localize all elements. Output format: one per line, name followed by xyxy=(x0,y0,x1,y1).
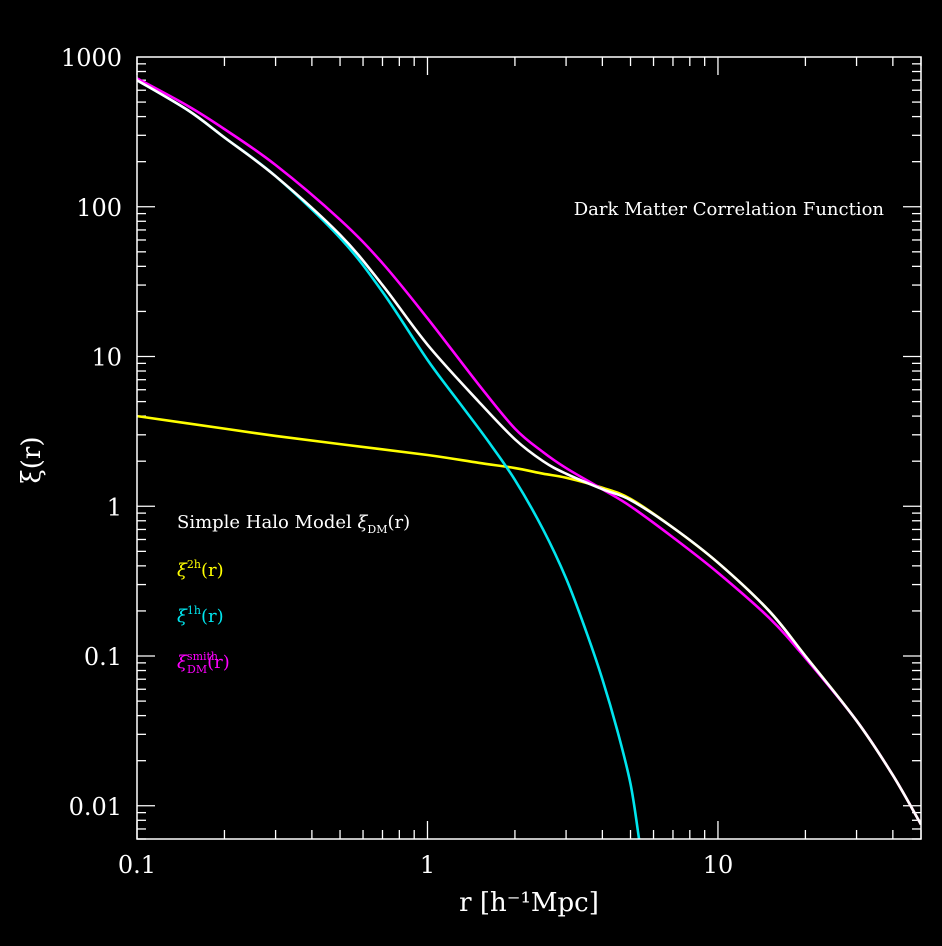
tick-labels: 0.1 1 10 1000 100 10 1 0.1 0.01 xyxy=(61,44,733,879)
legend-symbol: ξ xyxy=(177,560,188,581)
chart-annotation: Dark Matter Correlation Function xyxy=(574,199,885,220)
legend: Simple Halo Model ξDM(r)ξ2h(r)ξ1h(r)ξsmi… xyxy=(177,512,410,676)
legend-entry-smith: ξsmith DM(r) xyxy=(177,650,230,676)
legend-subscript: DM xyxy=(367,523,387,536)
legend-subscript: DM xyxy=(187,663,207,676)
legend-entry-1h: ξ1h(r) xyxy=(177,604,224,627)
legend-entry-halo-model: Simple Halo Model ξDM(r) xyxy=(177,512,410,536)
x-tick-label: 1 xyxy=(420,851,435,879)
legend-superscript: 1h xyxy=(187,604,201,617)
x-tick-label: 0.1 xyxy=(118,851,156,879)
plot-frame xyxy=(136,56,922,840)
y-tick-label: 100 xyxy=(76,194,122,222)
y-tick-label: 0.01 xyxy=(69,793,122,821)
y-tick-label: 1000 xyxy=(61,44,122,72)
legend-symbol: ξ xyxy=(177,606,188,627)
y-axis-label: ξ(r) xyxy=(17,436,47,483)
series-line-halo-model xyxy=(137,79,921,826)
legend-symbol: ξ xyxy=(357,512,368,533)
series-lines xyxy=(137,77,921,839)
legend-argument: (r) xyxy=(207,652,230,673)
x-axis-label: r [h⁻¹Mpc] xyxy=(459,888,599,918)
legend-argument: (r) xyxy=(201,560,224,581)
x-tick-label: 10 xyxy=(703,851,734,879)
axis-ticks xyxy=(136,57,922,840)
legend-argument: (r) xyxy=(388,512,411,533)
y-tick-label: 1 xyxy=(107,493,122,521)
legend-entry-2h: ξ2h(r) xyxy=(177,558,224,581)
legend-text: Simple Halo Model xyxy=(177,512,357,533)
legend-symbol: ξ xyxy=(177,652,188,673)
legend-superscript: 2h xyxy=(187,558,201,571)
y-tick-label: 0.1 xyxy=(84,643,122,671)
y-tick-label: 10 xyxy=(91,344,122,372)
legend-superscript: smith xyxy=(187,650,218,663)
legend-argument: (r) xyxy=(201,606,224,627)
